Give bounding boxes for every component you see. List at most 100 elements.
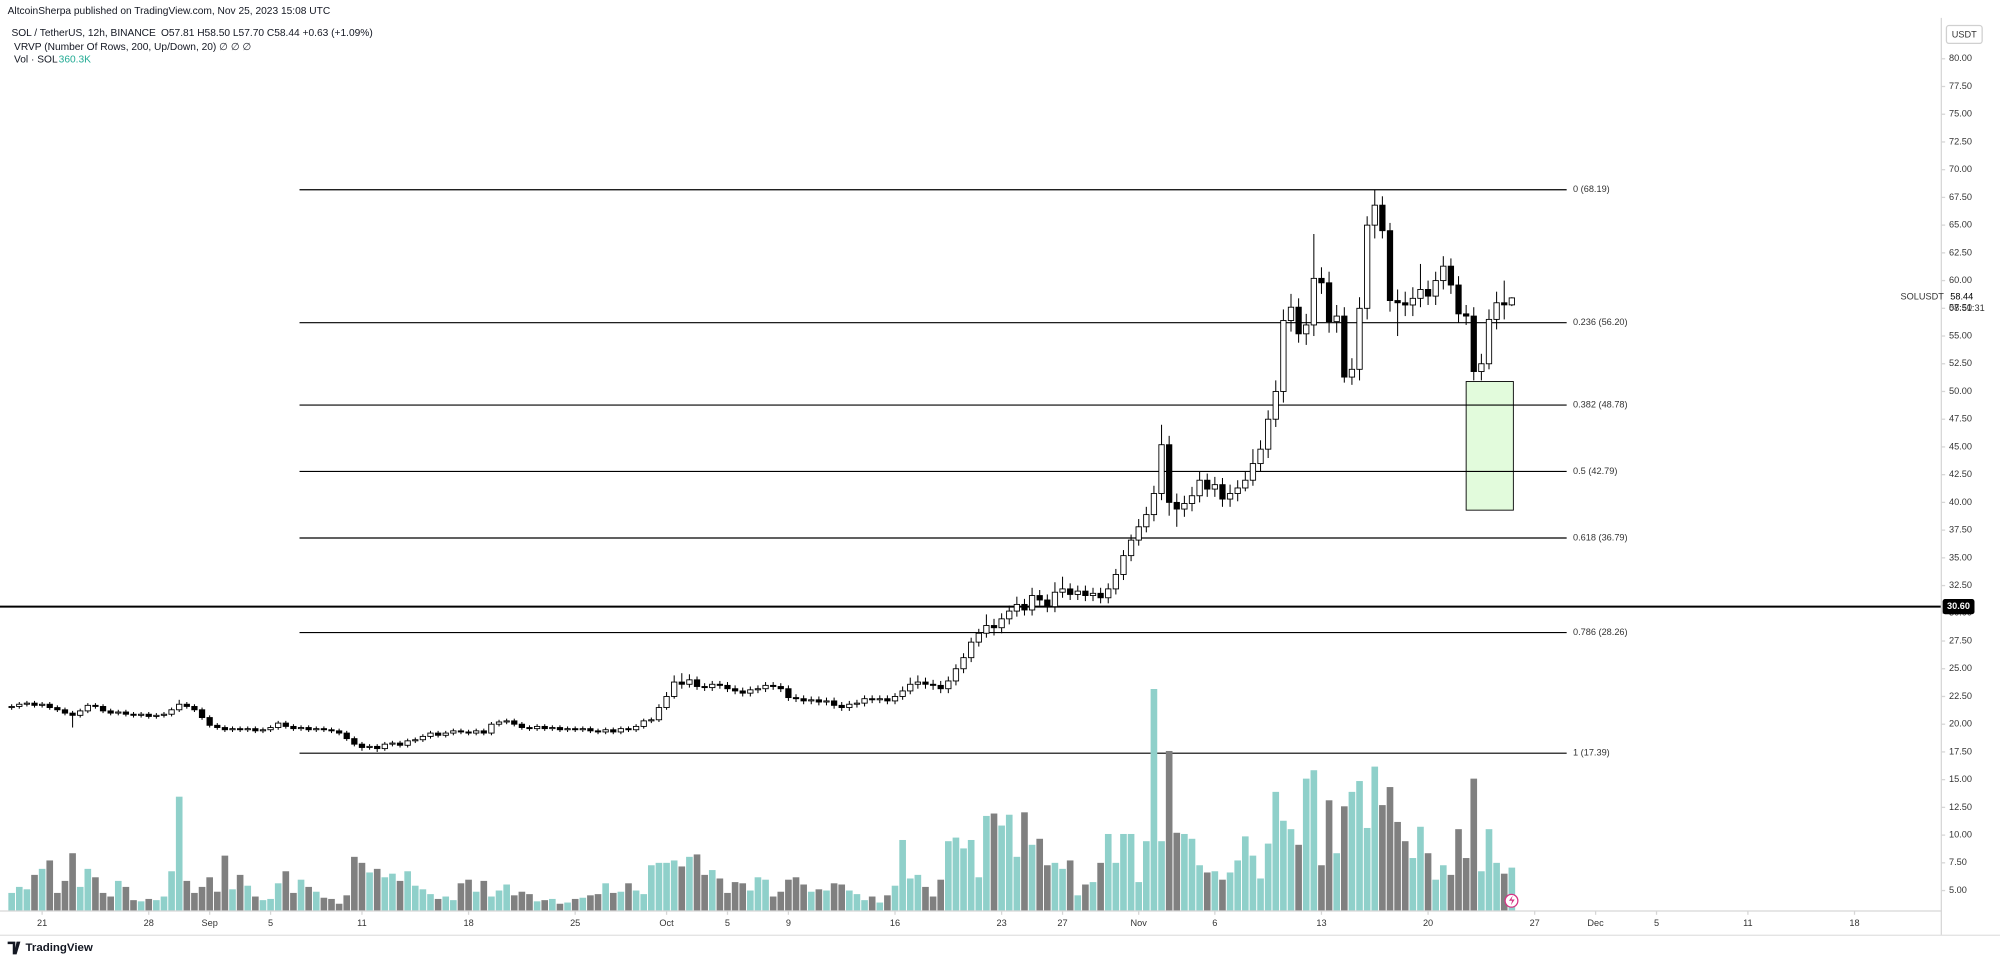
publisher: AltcoinSherpa published on TradingView.c…	[8, 6, 331, 17]
candle-body	[1356, 307, 1363, 370]
volume-bar	[648, 865, 655, 911]
volume-bar	[107, 896, 114, 911]
volume-bar	[975, 877, 983, 911]
candle-body	[153, 714, 160, 717]
candle-body	[594, 730, 602, 733]
volume-bar	[861, 900, 868, 911]
volume-bar	[145, 898, 153, 911]
volume-bar	[693, 854, 701, 911]
y-tick-label: 42.50	[1949, 469, 1972, 479]
volume-bar	[328, 898, 335, 911]
currency-box[interactable]	[1945, 24, 1983, 45]
volume-bar	[130, 900, 137, 911]
candle-body	[221, 727, 229, 731]
volume-bar	[731, 882, 739, 911]
volume-bar	[617, 891, 625, 911]
candle-body	[975, 632, 982, 643]
volume-bar	[701, 874, 708, 911]
volume-bar	[754, 877, 762, 911]
volume-bar	[1447, 874, 1455, 911]
currency[interactable]: USDT	[1952, 30, 1977, 40]
candle-body	[488, 723, 495, 734]
volume-bar	[1340, 806, 1348, 911]
event-icon[interactable]	[1504, 893, 1519, 908]
candle-body	[625, 728, 632, 731]
candle-body	[396, 742, 404, 746]
volume-bar	[571, 898, 579, 911]
volume-bar	[1165, 750, 1173, 911]
volume-bar	[1127, 833, 1135, 911]
volume-bar	[1219, 879, 1226, 911]
volume-layer	[8, 689, 1516, 911]
candle-body	[1105, 588, 1112, 599]
volume-bar	[998, 825, 1005, 911]
candle-body	[731, 688, 739, 692]
x-tick-label: 20	[1423, 918, 1433, 928]
volume-bar	[1203, 872, 1211, 911]
volume-bar	[488, 896, 495, 911]
volume-bar	[465, 879, 472, 911]
candle-body	[1074, 590, 1081, 595]
volume-bar	[541, 900, 549, 911]
candle-body	[1310, 277, 1317, 326]
candle-body	[1402, 302, 1409, 306]
x-tick-label: 28	[144, 918, 154, 928]
volume-bar	[1005, 814, 1013, 911]
candle-body	[549, 727, 556, 730]
volume-bar	[1021, 812, 1028, 911]
candle-body	[1501, 302, 1508, 306]
countdown: 08:51:31	[1949, 303, 1985, 313]
event-icon-bolt	[1508, 895, 1515, 906]
brand: TradingView	[26, 942, 93, 954]
y-tick-label: 25.00	[1949, 663, 1972, 673]
candle-body	[823, 700, 830, 703]
volume-bar	[236, 874, 244, 911]
candle-body	[1287, 306, 1295, 321]
candle-body	[305, 727, 312, 731]
volume-bar	[1150, 689, 1158, 911]
candle-body	[1089, 592, 1097, 597]
axis-layer: 5.00 7.50 10.00 12.50 15.00 17.50 20.00 22.50 25…	[37, 53, 1975, 928]
candle-body	[275, 722, 282, 728]
x-tick-label: 5	[268, 918, 273, 928]
volume-bar	[686, 856, 693, 911]
volume-bar	[373, 868, 381, 911]
volume-bar	[716, 878, 724, 911]
last-price-label: 58.44	[1950, 292, 1973, 302]
candle-body	[419, 735, 427, 741]
candle-body	[983, 625, 990, 634]
candle-body	[46, 703, 53, 709]
volume-bar	[366, 872, 373, 911]
volume-bar	[1508, 867, 1516, 911]
y-tick-label: 65.00	[1949, 220, 1972, 230]
candle-body	[473, 730, 480, 734]
candle-body	[465, 731, 472, 734]
volume-bar	[1302, 778, 1310, 911]
candle-body	[853, 702, 861, 705]
candle-body	[876, 698, 883, 701]
candle-body	[1432, 280, 1439, 297]
candle-body	[1463, 313, 1470, 317]
volume-bar	[1272, 791, 1280, 911]
volume-bar	[1264, 843, 1272, 911]
volume-bar	[1287, 829, 1295, 911]
volume-bar	[990, 813, 998, 911]
candle-body	[1333, 315, 1340, 323]
volume-bar	[54, 892, 61, 911]
candle-body	[1234, 487, 1241, 494]
volume-bar	[937, 879, 945, 911]
volume-bar	[1348, 791, 1356, 911]
volume-bar	[632, 890, 640, 911]
candle-body	[1394, 300, 1401, 304]
candle-body	[229, 728, 236, 731]
volume-bar	[518, 891, 526, 911]
brand-logo	[7, 941, 21, 955]
candle-body	[587, 728, 594, 732]
candle-body	[122, 711, 130, 715]
horizontal-line-label: 30.60	[1947, 601, 1970, 611]
candle-body	[23, 702, 31, 705]
candle-body	[358, 743, 366, 748]
candle-body	[450, 730, 457, 734]
candle-body	[754, 688, 762, 691]
candle-body	[54, 707, 61, 711]
